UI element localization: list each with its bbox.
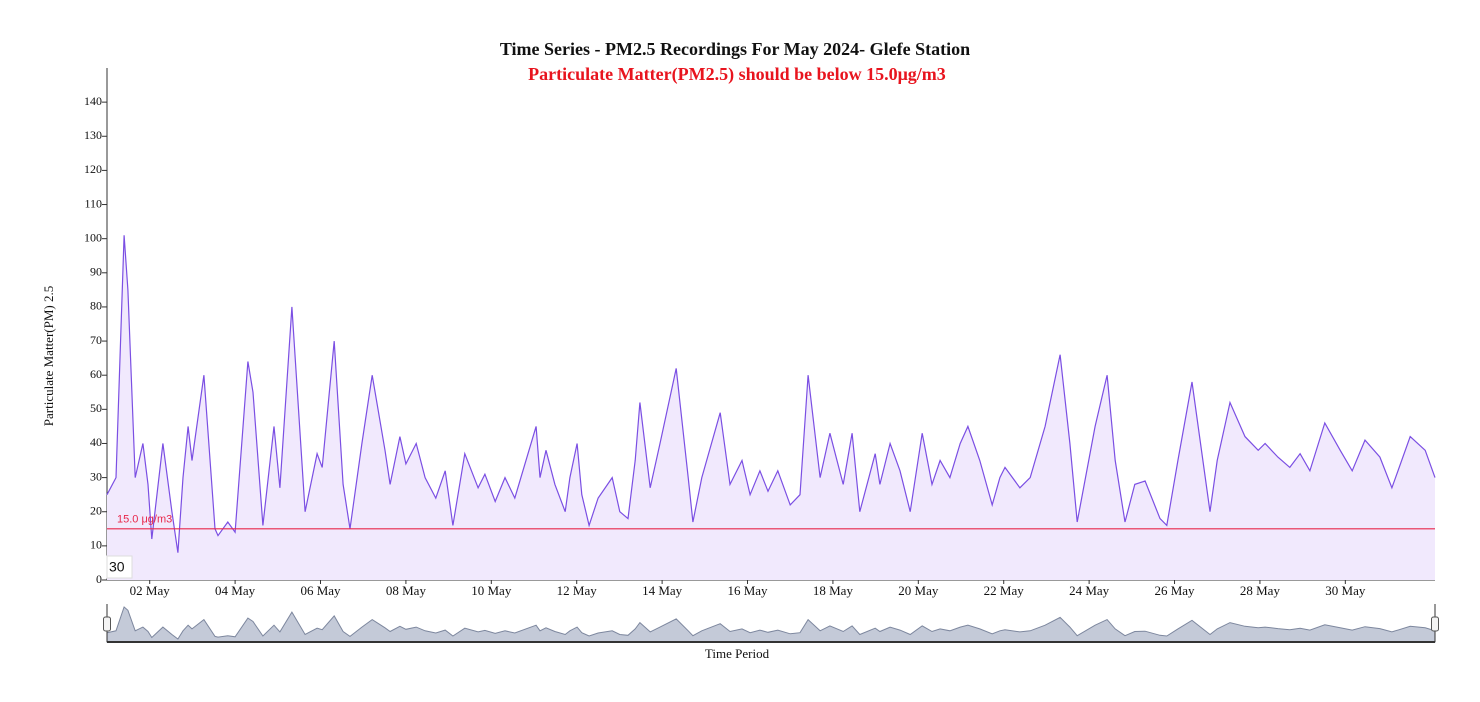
x-tick-label: 20 May [898,583,939,598]
x-tick-label: 10 May [471,583,512,598]
x-tick-label: 28 May [1240,583,1281,598]
y-tick-label: 80 [90,299,102,313]
y-tick-label: 50 [90,401,102,415]
y-tick-label: 0 [96,572,102,586]
y-tick-label: 120 [84,162,102,176]
y-tick-label: 40 [90,435,102,449]
x-tick-label: 06 May [300,583,341,598]
line [106,235,1436,553]
y-tick-label: 70 [90,333,102,347]
chart-subtitle: Particulate Matter(PM2.5) should be belo… [528,64,946,85]
y-tick-label: 60 [90,367,102,381]
y-tick-label: 110 [84,196,102,210]
x-axis-label: Time Period [705,646,770,661]
navigator-series [106,606,1436,643]
range-label: 30 [109,559,125,575]
x-tick-label: 30 May [1325,583,1366,598]
x-tick-label: 08 May [386,583,427,598]
navigator-handle[interactable] [1431,616,1439,632]
x-tick-label: 14 May [642,583,683,598]
chart-title: Time Series - PM2.5 Recordings For May 2… [500,39,970,59]
area [107,235,1435,581]
range-box [106,555,133,579]
navigator-handle[interactable] [103,616,111,632]
y-tick-label: 30 [90,469,102,483]
x-tick-label: 04 May [215,583,256,598]
x-tick-label: 02 May [130,583,171,598]
x-tick-label: 12 May [557,583,598,598]
y-tick-label: 130 [84,128,102,142]
y-tick-label: 100 [84,230,102,244]
x-tick-label: 16 May [727,583,768,598]
y-tick-label: 20 [90,503,102,517]
y-tick-label: 10 [90,538,102,552]
x-tick-label: 26 May [1154,583,1195,598]
x-tick-label: 22 May [984,583,1025,598]
x-tick-label: 18 May [813,583,854,598]
x-tick-label: 24 May [1069,583,1110,598]
y-tick-label: 140 [84,94,102,108]
y-axis-label: Particulate Matter(PM) 2.5 [41,286,56,426]
threshold-label: 15.0 μg/m3 [117,514,172,526]
y-tick-label: 90 [90,265,102,279]
